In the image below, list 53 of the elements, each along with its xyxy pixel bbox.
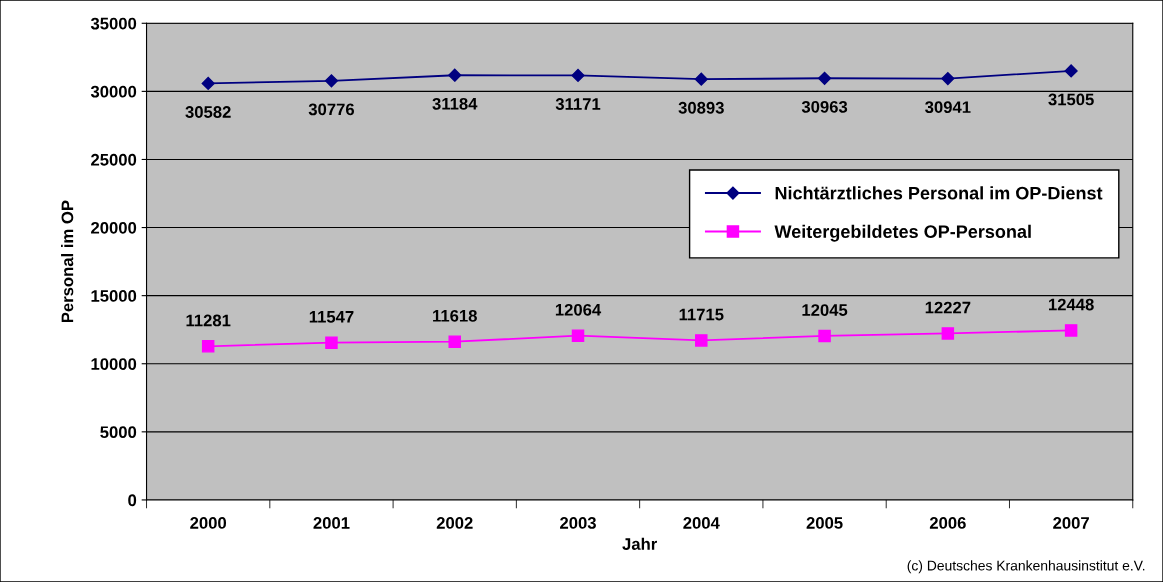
x-tick-label: 2001 [313,517,350,529]
y-tick-label: 25000 [91,153,137,166]
data-label: 31184 [432,97,478,110]
y-tick-label: 15000 [91,290,137,302]
y-tick-label: 20000 [91,221,137,234]
point [448,335,461,348]
data-label: 12227 [925,301,971,314]
x-tick-label: 2000 [190,517,227,529]
point [325,336,338,349]
data-label: 30582 [185,106,231,118]
point [694,72,708,86]
x-tick-label: 2005 [806,517,843,529]
x-tick-label: 2004 [683,517,720,529]
x-tick-label: 2007 [1053,517,1089,529]
data-label: 30776 [308,103,355,116]
y-tick-label: 5000 [100,426,137,439]
point [941,327,955,340]
x-tick-label: 2003 [560,517,596,529]
data-label: 30963 [801,100,848,113]
data-label: 12448 [1049,298,1094,311]
data-label: 31505 [1048,93,1094,106]
data-label: 11547 [309,311,354,323]
point [695,334,708,347]
data-label: 30893 [678,101,724,114]
x-tick-label: 2006 [929,517,966,529]
point [324,74,339,88]
point [201,340,215,353]
legend-label: Nichtärztliches Personal im OP-Dienst [775,186,1103,200]
point [201,76,215,91]
point [818,329,831,343]
point [448,68,462,82]
y-tick-label: 0 [128,494,137,507]
data-label: 30941 [925,101,971,114]
x-tick-label: 2002 [436,517,473,529]
y-tick-label: 10000 [91,358,137,370]
data-label: 12064 [555,303,602,316]
point [571,329,585,342]
legend-label: Weitergebildetes OP-Personal [774,224,1031,242]
y-tick-label: 30000 [90,85,137,98]
data-label: 31171 [555,98,601,110]
data-label: 11281 [186,314,231,327]
point [817,71,832,85]
point [1064,64,1078,78]
y-tick-label: 35000 [90,17,137,30]
data-label: 11618 [433,309,477,322]
point [571,68,585,83]
point [941,71,955,86]
text: (c) Deutsches Krankenhausinstitut e.V. [907,560,1145,574]
data-label: 11715 [679,308,724,321]
data-label: 12045 [802,304,848,316]
x-axis-title: Jahr [622,537,657,550]
point [1064,324,1078,337]
y-axis-title: Personal im OP [61,200,74,323]
